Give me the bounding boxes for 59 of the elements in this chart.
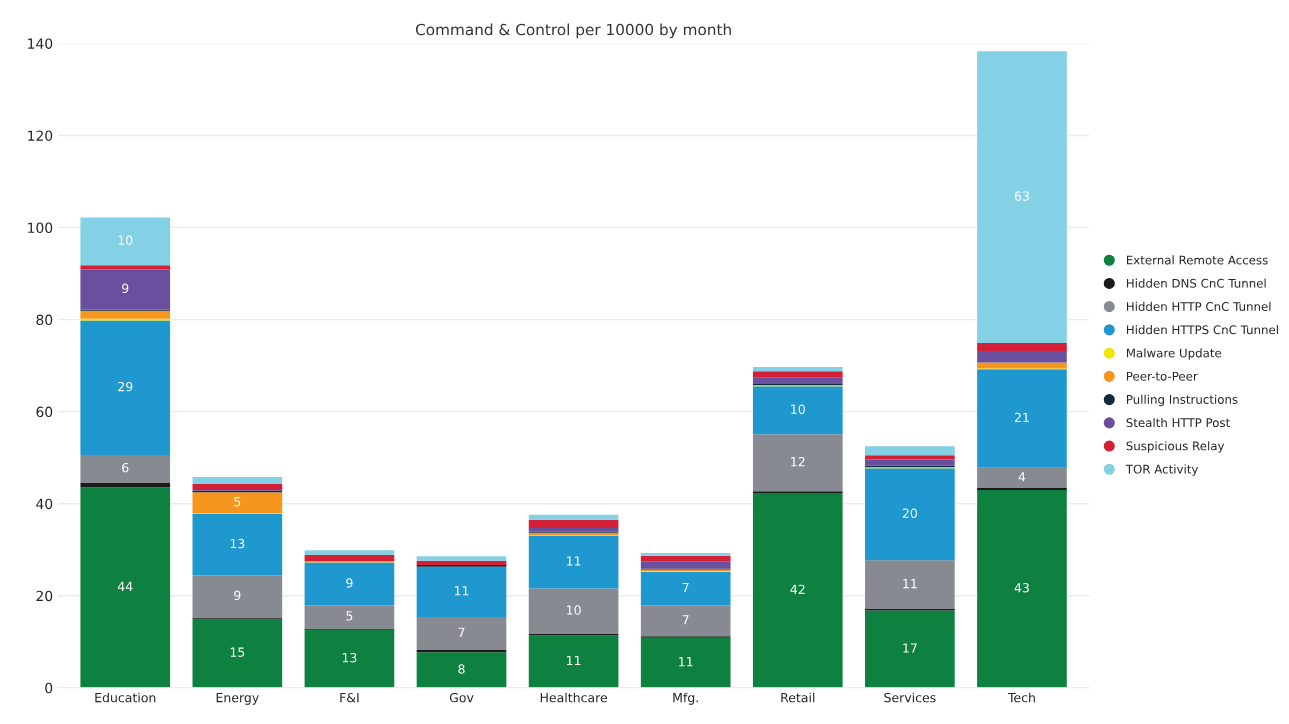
y-tick-label: 0 — [45, 682, 53, 694]
x-tick-label: Tech — [1007, 692, 1035, 703]
y-tick-label: 100 — [28, 222, 53, 234]
data-label: 21 — [1014, 412, 1029, 422]
data-label: 5 — [234, 497, 241, 507]
data-label: 13 — [342, 652, 357, 663]
legend-label: Stealth HTTP Post — [1126, 417, 1230, 428]
data-label: 9 — [234, 590, 241, 601]
data-label: 11 — [679, 657, 693, 667]
data-label: 6 — [122, 462, 129, 473]
data-label: 15 — [230, 647, 245, 657]
legend-label: Hidden HTTPS CnC Tunnel — [1126, 325, 1278, 335]
data-label: 7 — [682, 615, 689, 625]
x-tick-label: Gov — [449, 692, 474, 703]
y-tick-label: 140 — [28, 38, 53, 49]
x-tick-label: Retail — [781, 692, 815, 703]
x-tick-label: Mfg. — [673, 692, 698, 705]
legend-label: External Remote Access — [1126, 255, 1268, 265]
x-tick-label: Energy — [216, 693, 259, 705]
y-tick-label: 80 — [36, 314, 53, 326]
y-tick-label: 60 — [36, 406, 53, 418]
data-label: 11 — [567, 655, 581, 666]
data-label: 7 — [682, 582, 689, 593]
x-tick-label: Services — [884, 692, 936, 703]
legend-label: Hidden HTTP CnC Tunnel — [1126, 301, 1271, 311]
x-tick-label: Education — [95, 692, 156, 703]
y-tick-label: 20 — [36, 590, 53, 602]
data-label: 20 — [902, 508, 917, 518]
data-label: 10 — [118, 235, 133, 245]
x-tick-label: Healthcare — [540, 692, 607, 703]
legend-label: Malware Update — [1126, 348, 1222, 360]
y-tick-label: 120 — [28, 130, 53, 141]
data-label: 11 — [454, 586, 469, 596]
legend-label: Suspicious Relay — [1126, 441, 1225, 453]
y-tick-label: 40 — [36, 498, 53, 510]
data-label: 4 — [1018, 472, 1026, 482]
data-label: 9 — [122, 283, 129, 294]
data-label: 43 — [1014, 583, 1029, 593]
data-label: 8 — [458, 664, 465, 674]
data-label: 11 — [903, 579, 917, 589]
x-tick-label: F&I — [340, 692, 359, 703]
data-label: 29 — [118, 381, 133, 392]
data-label: 11 — [567, 556, 581, 566]
data-label: 7 — [458, 627, 465, 637]
chart-title: Command & Control per 10000 by month — [415, 23, 731, 39]
data-label: 42 — [790, 584, 805, 594]
legend-label: Hidden DNS CnC Tunnel — [1126, 278, 1266, 288]
legend-label: TOR Activity — [1125, 464, 1199, 476]
data-label: 10 — [791, 404, 805, 414]
data-label: 63 — [1014, 191, 1029, 201]
data-label: 12 — [791, 456, 805, 467]
legend-label: Peer-to-Peer — [1126, 371, 1198, 381]
data-label: 5 — [346, 611, 353, 621]
data-label: 44 — [117, 581, 133, 591]
data-label: 17 — [903, 643, 917, 653]
data-label: 9 — [346, 578, 353, 588]
legend-label: Pulling Instructions — [1126, 394, 1238, 407]
data-label: 10 — [567, 605, 581, 615]
data-label: 13 — [230, 538, 245, 549]
